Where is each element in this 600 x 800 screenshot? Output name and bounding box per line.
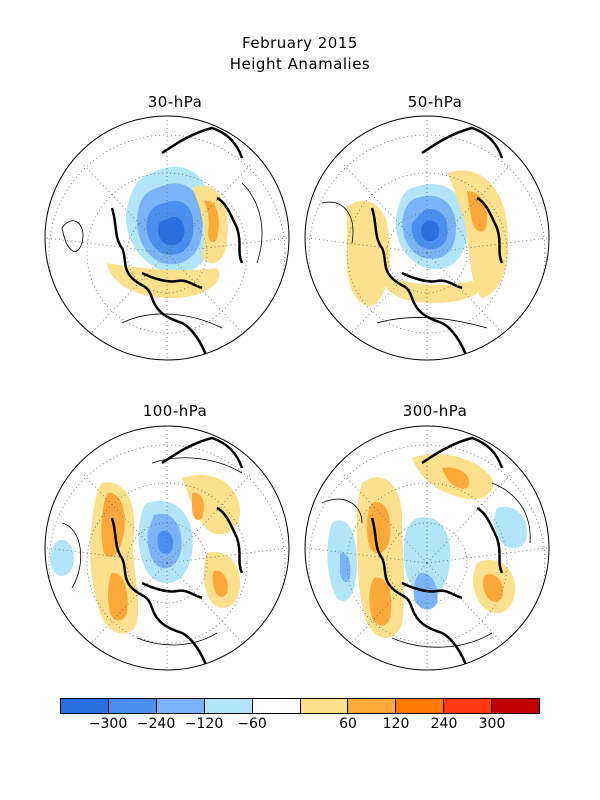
colorbar-tick-label: −240 (136, 716, 176, 732)
colorbar-cell (252, 699, 301, 713)
colorbar-cell (396, 699, 445, 713)
figure-title: February 2015 (242, 34, 358, 52)
colorbar-cell (300, 699, 349, 713)
panel-label-300hpa: 300-hPa (402, 402, 468, 420)
colorbar-tick-label: −120 (184, 716, 224, 732)
colorbar-tick-label: −60 (237, 716, 267, 732)
polar-map-30hpa (44, 115, 290, 361)
colorbar-ticks: −300 −240 −120 −60 60 120 240 300 (0, 716, 600, 736)
panel-label-30hpa: 30-hPa (147, 93, 203, 111)
colorbar-cell (492, 699, 540, 713)
panel-label-100hpa: 100-hPa (142, 402, 208, 420)
colorbar-tick-label: 240 (430, 716, 458, 732)
polar-map-300hpa (304, 425, 550, 671)
colorbar-cell (156, 699, 205, 713)
figure-subtitle: Height Anamalies (229, 55, 371, 73)
colorbar-cell (444, 699, 493, 713)
colorbar-cell (348, 699, 397, 713)
colorbar (60, 698, 540, 714)
colorbar-cell (204, 699, 253, 713)
colorbar-tick-label: 60 (339, 716, 357, 732)
colorbar-tick-label: 300 (478, 716, 506, 732)
panel-label-50hpa: 50-hPa (407, 93, 463, 111)
colorbar-tick-label: −300 (88, 716, 128, 732)
colorbar-cell (61, 699, 109, 713)
colorbar-tick-label: 120 (382, 716, 410, 732)
polar-map-100hpa (44, 425, 290, 671)
colorbar-cell (108, 699, 157, 713)
polar-map-50hpa (304, 115, 550, 361)
